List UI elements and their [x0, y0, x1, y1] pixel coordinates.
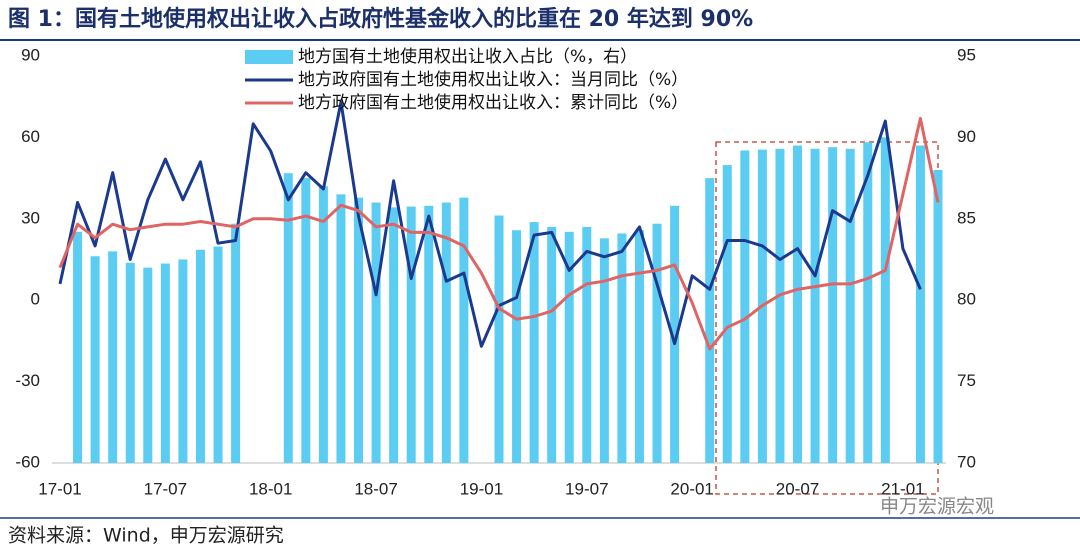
bar [512, 230, 522, 463]
bar [459, 197, 469, 464]
legend-label: 地方政府国有土地使用权出让收入：累计同比（%） [298, 92, 688, 113]
bar [722, 165, 732, 464]
y-tick-label: 90 [21, 45, 40, 64]
y-tick-label: -60 [15, 452, 40, 471]
y2-tick-label: 85 [957, 208, 976, 227]
bar [845, 148, 855, 463]
x-tick-label: 20-07 [776, 479, 819, 498]
bar [354, 197, 364, 464]
x-tick-label: 18-07 [354, 479, 397, 498]
bar [406, 206, 416, 463]
legend-label: 地方政府国有土地使用权出让收入：当月同比（%） [298, 69, 688, 90]
bar [424, 205, 434, 463]
bar [933, 169, 943, 463]
y2-tick-label: 70 [957, 452, 976, 471]
bar [231, 223, 241, 463]
source: 资料来源：Wind，申万宏源研究 [8, 525, 284, 547]
bar [389, 207, 399, 463]
bar [564, 231, 574, 463]
bar [73, 231, 83, 463]
y2-tick-label: 95 [957, 45, 976, 64]
x-tick-label: 17-07 [144, 479, 187, 498]
bar [160, 263, 170, 463]
bar [582, 226, 592, 463]
x-tick-label: 19-07 [565, 479, 608, 498]
bar [793, 145, 803, 464]
x-tick-label: 18-01 [249, 479, 292, 498]
bar [336, 194, 346, 463]
bar [547, 226, 557, 463]
bar [740, 150, 750, 463]
bar [599, 238, 609, 463]
bar [283, 173, 293, 463]
bar [301, 178, 311, 463]
bar [828, 147, 838, 463]
y2-tick-label: 80 [957, 290, 976, 309]
bar [652, 223, 662, 463]
x-tick-label: 17-01 [38, 479, 81, 498]
bar [441, 202, 451, 463]
y-tick-label: 30 [21, 208, 40, 227]
bar [705, 178, 715, 463]
bar [90, 256, 100, 463]
bar [810, 148, 820, 463]
legend-label: 地方国有土地使用权出让收入占比（%，右） [298, 46, 637, 67]
y2-tick-label: 90 [957, 127, 976, 146]
bar [195, 249, 205, 463]
bar [125, 262, 135, 463]
line [58, 100, 922, 348]
bar [775, 148, 785, 463]
x-tick-label: 20-01 [670, 479, 713, 498]
y-tick-label: 0 [31, 290, 40, 309]
line [58, 116, 940, 351]
bar [494, 215, 504, 463]
chart-title: 图 1：国有土地使用权出让收入占政府性基金收入的比重在 20 年达到 90% [8, 6, 753, 32]
x-tick-label: 19-01 [460, 479, 503, 498]
y-tick-label: -30 [15, 371, 40, 390]
bar [143, 267, 153, 463]
bar [371, 202, 381, 463]
bar [863, 142, 873, 463]
bar [318, 186, 328, 464]
y-tick-label: 60 [21, 127, 40, 146]
bar [915, 145, 925, 464]
bar [529, 222, 539, 463]
bar [617, 233, 627, 463]
bar [213, 246, 223, 463]
bar [880, 137, 890, 463]
bar [108, 251, 118, 463]
legend-swatch [245, 50, 293, 64]
watermark: 申万宏源宏观 [880, 496, 994, 518]
y2-tick-label: 75 [957, 371, 976, 390]
bar [634, 230, 644, 463]
x-tick-label: 21-01 [881, 479, 924, 498]
bar [670, 205, 680, 463]
bar [178, 259, 188, 463]
